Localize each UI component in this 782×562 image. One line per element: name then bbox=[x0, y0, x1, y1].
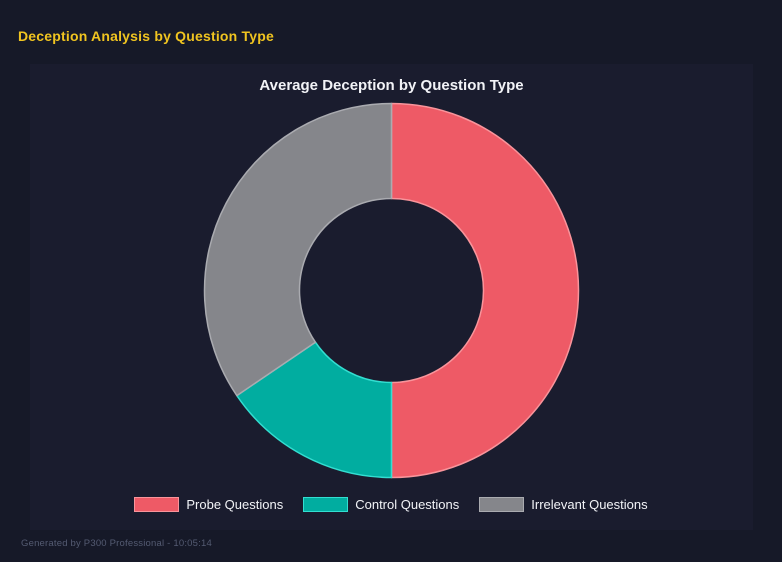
chart-legend: Probe Questions Control Questions Irrele… bbox=[0, 497, 782, 512]
chart-title: Average Deception by Question Type bbox=[259, 77, 524, 94]
legend-item-irrelevant[interactable]: Irrelevant Questions bbox=[479, 497, 648, 512]
donut-segment-irrelevant-questions[interactable] bbox=[203, 102, 393, 397]
legend-label: Irrelevant Questions bbox=[531, 497, 648, 512]
legend-label: Probe Questions bbox=[186, 497, 284, 512]
footer-note: Generated by P300 Professional - 10:05:1… bbox=[21, 538, 212, 549]
legend-item-control[interactable]: Control Questions bbox=[303, 497, 459, 512]
legend-label: Control Questions bbox=[355, 497, 460, 512]
legend-swatch-irrelevant bbox=[479, 497, 525, 512]
legend-item-probe[interactable]: Probe Questions bbox=[134, 497, 283, 512]
legend-swatch-control bbox=[303, 497, 349, 512]
legend-swatch-probe bbox=[134, 497, 180, 512]
donut-segment-probe-questions[interactable] bbox=[390, 102, 580, 479]
page-title: Deception Analysis by Question Type bbox=[18, 28, 274, 44]
